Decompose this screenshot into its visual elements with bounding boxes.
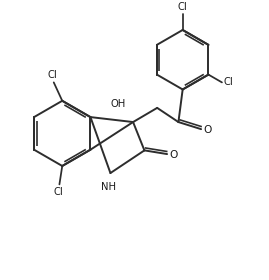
Text: OH: OH: [111, 99, 126, 109]
Text: Cl: Cl: [47, 70, 57, 80]
Text: O: O: [169, 150, 178, 160]
Text: Cl: Cl: [178, 3, 187, 12]
Text: Cl: Cl: [224, 77, 234, 87]
Text: O: O: [203, 125, 212, 135]
Text: NH: NH: [101, 182, 116, 192]
Text: Cl: Cl: [53, 187, 63, 197]
